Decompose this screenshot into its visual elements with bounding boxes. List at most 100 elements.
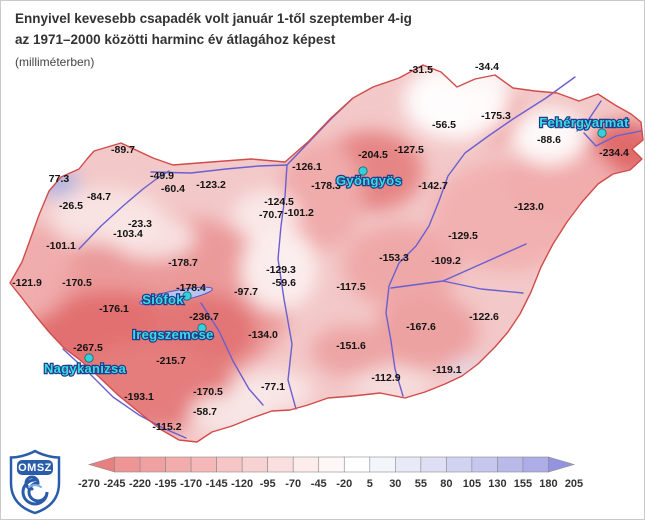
legend-segment [369, 456, 396, 473]
station-value: -178.7 [168, 257, 198, 269]
river-koros [390, 243, 527, 294]
legend-tick-label: -245 [104, 478, 126, 490]
hungary-border [9, 64, 644, 443]
city-dot [182, 291, 192, 301]
station-value: -170.5 [193, 386, 223, 398]
legend-colorbar: -270 -245 -220 -195 -170 -145 -120 -95 -70 -45 -20… [78, 456, 583, 490]
legend-tick-label: -120 [231, 478, 253, 490]
station-value: -127.5 [394, 144, 424, 156]
station-value: -204.5 [358, 149, 388, 161]
station-value: -89.7 [111, 144, 135, 156]
legend-segment [522, 456, 549, 473]
river-bodrog [576, 100, 602, 132]
legend-tick-label: 130 [488, 478, 506, 490]
station-value: -178.3 [311, 180, 341, 192]
legend-tick-label: 105 [463, 478, 481, 490]
station-value: -123.2 [196, 179, 226, 191]
legend-segment [216, 456, 243, 473]
river-sio [200, 302, 264, 406]
station-value: -142.7 [418, 180, 448, 192]
station-value: -77.1 [261, 381, 285, 393]
legend-tick-label: -170 [180, 478, 202, 490]
river-drava [62, 348, 187, 439]
legend-tick-label: -45 [311, 478, 327, 490]
legend-tick-label: 30 [389, 478, 401, 490]
legend-tick-label: 55 [415, 478, 427, 490]
legend-tick-label: -95 [260, 478, 276, 490]
legend-tick-label: -270 [78, 478, 100, 490]
station-value: -31.5 [409, 64, 433, 76]
legend-left-arrow [87, 456, 115, 473]
station-value: -151.6 [336, 340, 366, 352]
legend-pieces [87, 456, 576, 473]
station-value: -215.7 [156, 355, 186, 367]
station-value: -176.1 [99, 303, 129, 315]
city-markers [84, 128, 607, 363]
logo-swirl-icon [21, 475, 49, 506]
legend-segment [497, 456, 524, 473]
station-value: -97.7 [234, 286, 258, 298]
legend-segment [471, 456, 498, 473]
legend-segment [318, 456, 345, 473]
legend-tick-label: 155 [514, 478, 532, 490]
station-value: 77.3 [49, 173, 70, 185]
logo-text: OMSZ [18, 462, 52, 474]
city-dot [597, 128, 607, 138]
legend-segment [343, 456, 371, 473]
map-unit-subtitle: (milliméterben) [15, 54, 95, 69]
river-danube [150, 164, 297, 410]
city-dot [358, 166, 368, 176]
station-value: -119.1 [432, 364, 461, 376]
legend-tick-labels: -270 -245 -220 -195 -170 -145 -120 -95 -70 -45 -20… [78, 478, 583, 490]
station-value: -101.2 [284, 207, 314, 219]
station-value: -124.5 [264, 196, 294, 208]
legend-segment [267, 456, 294, 473]
station-value: -134.0 [248, 329, 278, 341]
river-szamos [583, 130, 642, 147]
station-value: -126.1 [292, 161, 322, 173]
station-value: -129.5 [448, 230, 478, 242]
title-block: Ennyivel kevesebb csapadék volt január 1… [15, 9, 412, 71]
legend-tick-label: 80 [440, 478, 452, 490]
station-value: -34.4 [475, 61, 499, 73]
station-value: -23.3 [128, 218, 152, 230]
station-value: -193.1 [124, 391, 154, 403]
station-value: -84.7 [87, 191, 111, 203]
city-label: Fehérgyarmat [539, 115, 629, 130]
station-value: -117.5 [336, 281, 365, 293]
city-dot [84, 353, 94, 363]
legend-segment [292, 456, 320, 473]
city-dot [197, 323, 207, 333]
station-values: -31.5 -34.4 -56.5 -175.3 -88.6 -234.4 -204.5 -1… [12, 61, 629, 433]
city-label: Nagykanizsa [44, 361, 127, 376]
logo-banner [17, 460, 53, 475]
station-value: -60.4 [161, 183, 185, 195]
legend-segment [139, 456, 166, 473]
legend-right-arrow [548, 456, 576, 473]
legend-tick-label: -145 [206, 478, 228, 490]
legend-tick-label: -220 [129, 478, 151, 490]
legend-tick-label: 5 [367, 478, 373, 490]
station-value: -58.7 [193, 406, 217, 418]
station-value: -121.9 [12, 277, 42, 289]
legend-tick-label: -20 [336, 478, 352, 490]
station-value: -101.1 [46, 240, 76, 252]
station-value: -178.4 [176, 282, 206, 294]
legend-segment [241, 456, 268, 473]
river-tisza [385, 76, 576, 397]
city-label: Iregszemcse [132, 327, 213, 342]
station-value: -129.3 [266, 264, 296, 276]
station-value: -26.5 [59, 200, 83, 212]
station-value: -103.4 [113, 228, 143, 240]
legend-tick-label: -195 [155, 478, 177, 490]
station-value: -170.5 [62, 277, 92, 289]
legend-segment [420, 456, 447, 473]
legend-tick-label: 205 [565, 478, 583, 490]
legend-segment [446, 456, 473, 473]
station-value: -234.4 [599, 147, 629, 159]
map-title-line2: az 1971–2000 közötti harminc év átlagáho… [15, 31, 336, 47]
station-value: -70.7 [259, 209, 283, 221]
map-title-line1: Ennyivel kevesebb csapadék volt január 1… [15, 11, 412, 26]
station-value: -175.3 [481, 110, 511, 122]
